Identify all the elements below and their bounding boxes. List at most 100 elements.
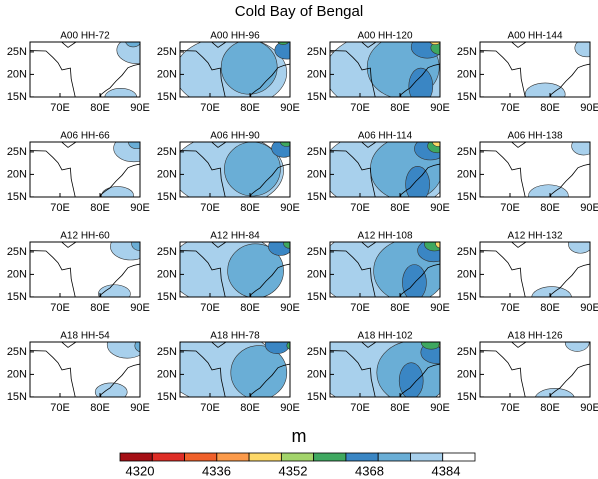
lat-tick-label: 25N bbox=[7, 46, 27, 58]
coastline bbox=[100, 163, 140, 197]
lat-tick-label: 25N bbox=[457, 46, 477, 58]
contour-region bbox=[438, 342, 440, 349]
panel-title: A18 HH-54 bbox=[60, 331, 110, 342]
contour-region bbox=[571, 142, 590, 156]
panel-title: A00 HH-120 bbox=[357, 31, 412, 42]
colorbar-swatch bbox=[442, 452, 476, 462]
lon-tick-label: 80E bbox=[390, 202, 410, 214]
panel-frame bbox=[179, 141, 291, 198]
lat-tick-label: 20N bbox=[457, 168, 477, 180]
panel-title: A18 HH-102 bbox=[357, 331, 412, 342]
map-panel bbox=[480, 42, 590, 97]
contour-region bbox=[528, 184, 569, 197]
lon-tick-label: 90E bbox=[430, 102, 450, 114]
lat-tick-label: 20N bbox=[7, 268, 27, 280]
panel-title: A00 HH-72 bbox=[60, 31, 110, 42]
panel-title: A12 HH-108 bbox=[357, 231, 412, 242]
contour-region bbox=[286, 342, 290, 350]
lat-tick-label: 25N bbox=[7, 346, 27, 358]
lat-tick-label: 15N bbox=[307, 91, 327, 103]
lon-tick-label: 80E bbox=[540, 202, 560, 214]
contour-region bbox=[568, 242, 590, 254]
contour-region bbox=[280, 142, 290, 147]
map-panel bbox=[180, 142, 290, 197]
lat-tick-label: 15N bbox=[7, 91, 27, 103]
lon-tick-label: 70E bbox=[350, 102, 370, 114]
contour-region bbox=[116, 42, 140, 64]
panel-title: A12 HH-132 bbox=[507, 231, 562, 242]
lat-tick-label: 15N bbox=[7, 191, 27, 203]
panel-title: A00 HH-96 bbox=[210, 31, 260, 42]
coastline bbox=[60, 242, 77, 248]
lon-tick-label: 70E bbox=[200, 202, 220, 214]
lat-tick-label: 15N bbox=[457, 391, 477, 403]
coastline bbox=[330, 350, 376, 397]
panel-frame bbox=[179, 41, 291, 98]
coastline bbox=[250, 63, 290, 97]
panel-title: A06 HH-138 bbox=[507, 131, 562, 142]
coastline bbox=[250, 163, 290, 197]
colorbar-tick-label: 4384 bbox=[432, 463, 461, 478]
coastline bbox=[30, 350, 76, 397]
map-panel bbox=[480, 342, 590, 397]
lon-tick-label: 80E bbox=[390, 102, 410, 114]
lat-tick-label: 25N bbox=[157, 346, 177, 358]
coastline bbox=[550, 263, 590, 297]
coastline bbox=[60, 142, 77, 148]
contour-region bbox=[274, 42, 290, 60]
map-panel bbox=[180, 342, 290, 397]
coastline bbox=[360, 42, 377, 48]
lon-tick-label: 90E bbox=[280, 402, 300, 414]
lat-tick-label: 20N bbox=[307, 68, 327, 80]
contour-region bbox=[134, 342, 140, 353]
lat-tick-label: 20N bbox=[457, 68, 477, 80]
panel-frame bbox=[479, 341, 591, 398]
lat-tick-label: 20N bbox=[307, 368, 327, 380]
coastline bbox=[400, 363, 440, 397]
lon-tick-label: 80E bbox=[240, 402, 260, 414]
panel-frame bbox=[479, 41, 591, 98]
lon-tick-label: 90E bbox=[130, 302, 150, 314]
lon-tick-label: 70E bbox=[500, 102, 520, 114]
lon-tick-label: 90E bbox=[580, 402, 598, 414]
map-panel bbox=[330, 342, 440, 397]
lon-tick-label: 80E bbox=[390, 302, 410, 314]
lon-tick-label: 70E bbox=[350, 302, 370, 314]
panel-frame bbox=[329, 141, 441, 198]
colorbar-swatch bbox=[377, 452, 411, 462]
lon-tick-label: 80E bbox=[390, 402, 410, 414]
map-panel bbox=[180, 242, 290, 297]
coastline bbox=[60, 342, 77, 348]
lat-tick-label: 15N bbox=[157, 91, 177, 103]
contour-region bbox=[405, 166, 430, 197]
lon-tick-label: 80E bbox=[240, 302, 260, 314]
panel-title: A18 HH-126 bbox=[507, 331, 562, 342]
lon-tick-label: 80E bbox=[540, 102, 560, 114]
lon-tick-label: 70E bbox=[350, 402, 370, 414]
lon-tick-label: 80E bbox=[90, 102, 110, 114]
lat-tick-label: 15N bbox=[457, 91, 477, 103]
panel-frame bbox=[179, 341, 291, 398]
contour-region bbox=[94, 382, 128, 397]
panel-frame bbox=[329, 241, 441, 298]
coastline bbox=[480, 350, 526, 397]
panel-frame bbox=[329, 41, 441, 98]
coastline bbox=[330, 150, 376, 197]
lon-tick-label: 70E bbox=[500, 402, 520, 414]
panel-background bbox=[480, 242, 590, 297]
contour-region bbox=[531, 286, 572, 297]
lat-tick-label: 15N bbox=[7, 291, 27, 303]
colorbar-swatch bbox=[345, 452, 379, 462]
coastline bbox=[510, 342, 527, 348]
lon-tick-label: 80E bbox=[90, 402, 110, 414]
lon-tick-label: 90E bbox=[280, 102, 300, 114]
lon-tick-label: 80E bbox=[90, 202, 110, 214]
coastline bbox=[400, 63, 440, 97]
lat-tick-label: 25N bbox=[307, 146, 327, 158]
colorbar-tick-label: 4368 bbox=[355, 463, 384, 478]
panel-frame bbox=[329, 341, 441, 398]
coastline bbox=[510, 242, 527, 248]
lon-tick-label: 70E bbox=[50, 202, 70, 214]
colorbar-tick-label: 4352 bbox=[279, 463, 308, 478]
